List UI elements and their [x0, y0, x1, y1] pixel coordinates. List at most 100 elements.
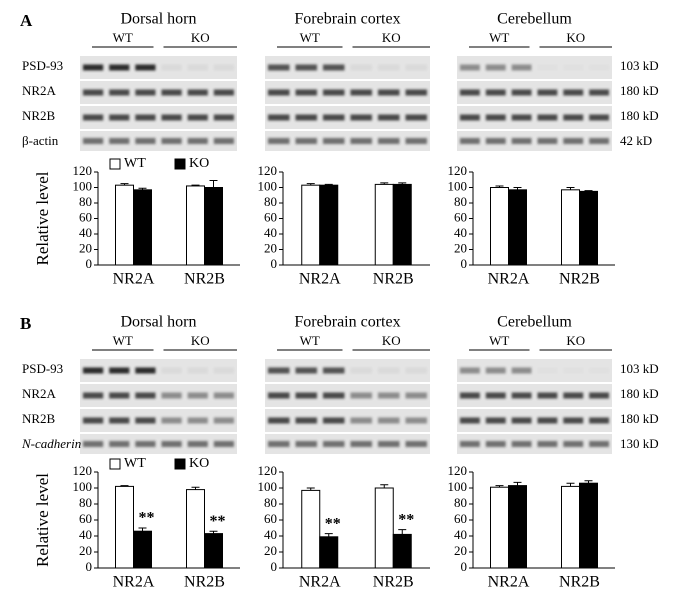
bar — [392, 533, 412, 569]
y-tick-label: 120 — [73, 463, 93, 478]
blot-band — [135, 417, 156, 424]
blot-band — [187, 89, 208, 96]
blot-band — [485, 114, 506, 121]
region-title: Forebrain cortex — [294, 314, 400, 331]
y-tick-label: 60 — [79, 209, 92, 224]
genotype-label: KO — [566, 30, 585, 45]
blot-band — [213, 138, 234, 144]
blot-band — [323, 367, 345, 374]
bar — [490, 486, 509, 569]
blot-band — [295, 367, 317, 374]
blot-band — [460, 138, 480, 144]
blot-band — [295, 138, 317, 144]
blot-band — [83, 114, 104, 121]
error-bar — [566, 482, 575, 487]
bar — [133, 530, 152, 569]
y-tick-label: 60 — [79, 511, 92, 526]
blot-band — [511, 417, 532, 424]
blot-band — [485, 367, 506, 374]
blot-band — [563, 441, 584, 447]
blot-band — [268, 64, 290, 71]
y-axis-label: Relative level — [33, 171, 52, 265]
blot-band — [161, 417, 182, 424]
genotype-label: WT — [489, 30, 509, 45]
blot-band — [187, 441, 208, 447]
y-tick-label: 120 — [258, 163, 278, 178]
blot-band — [268, 392, 290, 399]
blot-band — [83, 392, 104, 399]
y-tick-label: 80 — [264, 194, 277, 209]
blot-background — [265, 81, 430, 104]
blot-band — [460, 367, 480, 374]
blot-band — [109, 114, 130, 121]
blot-background — [80, 106, 237, 129]
genotype-label: KO — [191, 333, 210, 348]
error-bar — [584, 480, 593, 484]
blot-band — [511, 89, 532, 96]
y-tick-label: 120 — [73, 163, 93, 178]
x-tick-label: NR2B — [184, 574, 225, 591]
blot-band — [511, 114, 532, 121]
blot-band — [135, 64, 156, 71]
molecular-weight: 180 kD — [620, 108, 659, 123]
error-bar — [398, 529, 407, 535]
blot-band — [161, 392, 182, 399]
blot-band — [135, 441, 156, 447]
blot-background — [457, 131, 612, 151]
genotype-label: WT — [113, 333, 133, 348]
blot-band — [460, 441, 480, 447]
blot-row-label: NR2B — [22, 411, 56, 426]
blot-band — [378, 367, 400, 374]
bar — [508, 189, 527, 266]
y-tick-label: 120 — [448, 163, 468, 178]
bar — [319, 184, 339, 266]
blot-background — [265, 106, 430, 129]
blot-band — [350, 367, 372, 374]
genotype-label: WT — [113, 30, 133, 45]
blot-band — [323, 392, 345, 399]
x-tick-label: NR2A — [299, 271, 341, 288]
blot-band — [161, 441, 182, 447]
y-tick-label: 100 — [73, 178, 93, 193]
blot-band — [187, 114, 208, 121]
error-bar — [495, 185, 504, 188]
blot-band — [109, 417, 130, 424]
bar — [579, 190, 598, 266]
error-bar — [324, 183, 333, 186]
blot-band — [161, 367, 182, 374]
bar — [301, 184, 321, 266]
y-tick-label: 80 — [454, 194, 467, 209]
error-bar — [306, 487, 315, 491]
blot-band — [161, 138, 182, 144]
blot-band — [589, 417, 609, 424]
blot-band — [589, 392, 609, 399]
blot-band — [135, 367, 156, 374]
blot-band — [109, 138, 130, 144]
blot-band — [378, 64, 400, 71]
molecular-weight: 180 kD — [620, 83, 659, 98]
bar — [392, 183, 412, 266]
blot-band — [295, 64, 317, 71]
y-tick-label: 20 — [264, 543, 277, 558]
blot-band — [485, 441, 506, 447]
blot-row-label: NR2A — [22, 386, 57, 401]
blot-band — [405, 114, 427, 121]
y-tick-label: 20 — [454, 240, 467, 255]
blot-background — [265, 56, 430, 79]
bar — [374, 487, 394, 569]
blot-band — [378, 441, 400, 447]
panel-label: A — [20, 11, 33, 30]
blot-background — [265, 434, 430, 454]
blot-background — [457, 81, 612, 104]
error-bar — [209, 180, 218, 188]
blot-background — [80, 409, 237, 432]
y-tick-label: 0 — [271, 559, 278, 574]
blot-row-label: N-cadherin — [21, 436, 81, 451]
y-tick-label: 80 — [79, 495, 92, 510]
y-tick-label: 100 — [73, 479, 93, 494]
blot-band — [135, 392, 156, 399]
blot-band — [405, 89, 427, 96]
blot-band — [589, 441, 609, 447]
y-tick-label: 40 — [264, 225, 277, 240]
blot-background — [457, 359, 612, 382]
